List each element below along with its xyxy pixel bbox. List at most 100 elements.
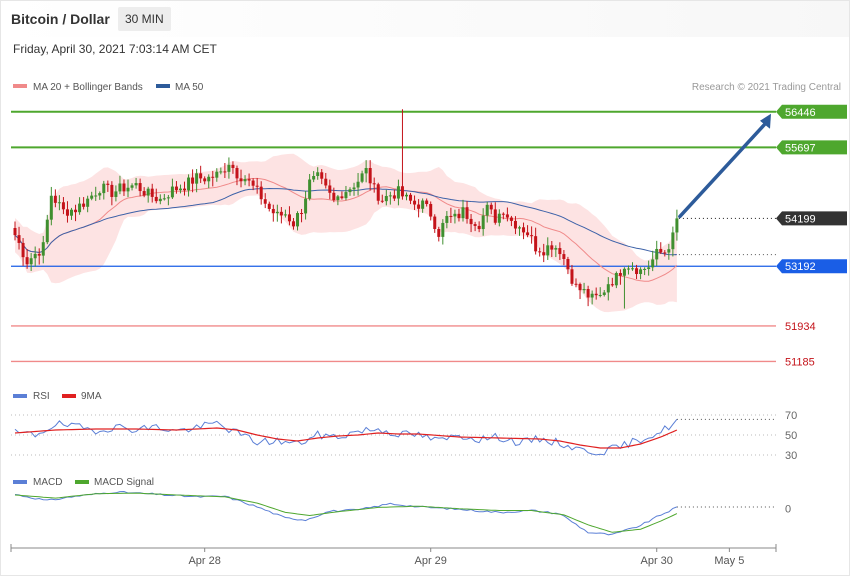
candle-body bbox=[86, 198, 90, 207]
candle-body bbox=[493, 209, 497, 223]
candle-body bbox=[336, 196, 340, 201]
candle-body bbox=[98, 193, 102, 196]
candle-body bbox=[134, 183, 138, 186]
candle-body bbox=[223, 171, 227, 173]
candle-body bbox=[199, 173, 203, 179]
candle-body bbox=[94, 195, 98, 197]
x-tick-label-apr-29: Apr 29 bbox=[414, 555, 446, 567]
candle-body bbox=[348, 189, 352, 193]
candle-body bbox=[594, 293, 598, 296]
candle-body bbox=[647, 267, 651, 269]
rsi-ma-line bbox=[14, 427, 678, 449]
candle-body bbox=[271, 208, 275, 214]
candle-body bbox=[291, 221, 295, 227]
candle-body bbox=[235, 167, 239, 179]
candle-body bbox=[425, 200, 429, 205]
candle-body bbox=[130, 185, 134, 188]
candle-body bbox=[296, 213, 300, 227]
candle-body bbox=[231, 164, 235, 168]
rsi-level-label-70: 70 bbox=[785, 410, 797, 422]
candle-body bbox=[70, 209, 74, 216]
candle-body bbox=[308, 179, 312, 199]
x-tick-label-may-5: May 5 bbox=[714, 555, 744, 567]
candle-body bbox=[122, 183, 126, 192]
main-legend: MA 20 + Bollinger Bands MA 50 Research ©… bbox=[13, 82, 841, 93]
candle-body bbox=[542, 252, 546, 256]
candle-body bbox=[360, 173, 364, 182]
legend-swatch-ma20 bbox=[13, 84, 27, 88]
timeframe-badge[interactable]: 30 MIN bbox=[118, 7, 171, 31]
candle-body bbox=[513, 220, 517, 229]
candle-body bbox=[316, 172, 320, 177]
legend-swatch-rsi bbox=[13, 394, 27, 398]
candle-body bbox=[417, 204, 421, 209]
candle-body bbox=[275, 211, 279, 214]
candle-body bbox=[554, 248, 558, 250]
candle-body bbox=[324, 178, 328, 186]
candle-body bbox=[312, 176, 316, 180]
candle-body bbox=[485, 204, 489, 216]
candle-body bbox=[203, 178, 207, 182]
rsi-level-label-50: 50 bbox=[785, 430, 797, 442]
candle-body bbox=[622, 268, 626, 276]
candle-body bbox=[481, 215, 485, 230]
level-label-51934: 51934 bbox=[785, 321, 816, 333]
candle-body bbox=[437, 229, 441, 237]
candle-body bbox=[82, 203, 86, 207]
candle-body bbox=[352, 187, 356, 190]
candle-body bbox=[400, 186, 404, 197]
rsi-line bbox=[14, 418, 678, 456]
candle-body bbox=[631, 268, 635, 270]
legend-swatch-rsi-ma bbox=[62, 394, 76, 398]
x-tick-label-apr-28: Apr 28 bbox=[188, 555, 220, 567]
candle-body bbox=[239, 178, 243, 182]
candle-body bbox=[562, 254, 566, 259]
candle-body bbox=[142, 191, 146, 196]
candle-body bbox=[138, 183, 142, 192]
candle-body bbox=[558, 248, 562, 255]
candle-body bbox=[13, 227, 17, 236]
candle-body bbox=[602, 292, 606, 295]
candle-body bbox=[166, 197, 170, 199]
candle-body bbox=[21, 242, 25, 258]
candle-body bbox=[300, 213, 304, 215]
candle-body bbox=[618, 273, 622, 276]
candle-body bbox=[651, 259, 655, 268]
candle-body bbox=[191, 177, 195, 184]
candle-body bbox=[110, 184, 114, 197]
candle-body bbox=[509, 217, 513, 221]
ma20-line bbox=[14, 177, 678, 282]
candle-body bbox=[473, 224, 477, 226]
candle-body bbox=[522, 227, 526, 233]
candle-body bbox=[574, 283, 578, 285]
candle-body bbox=[453, 213, 457, 217]
candle-body bbox=[566, 258, 570, 270]
candle-body bbox=[675, 218, 679, 233]
candle-body bbox=[606, 284, 610, 293]
legend-swatch-macd-signal bbox=[75, 480, 89, 484]
candle-body bbox=[320, 172, 324, 179]
price-levels bbox=[11, 110, 776, 363]
candles bbox=[13, 109, 679, 309]
candle-body bbox=[429, 204, 433, 217]
candle-body bbox=[114, 191, 118, 197]
macd-level-label-0: 0 bbox=[785, 504, 791, 516]
legend-label-ma50: MA 50 bbox=[175, 82, 204, 93]
candle-body bbox=[259, 186, 263, 200]
candle-body bbox=[17, 235, 21, 243]
candle-body bbox=[388, 195, 392, 197]
candle-body bbox=[626, 268, 630, 270]
candle-body bbox=[598, 294, 602, 296]
candle-body bbox=[25, 257, 29, 265]
candle-body bbox=[578, 284, 582, 291]
rsi-panel: 70 50 30 bbox=[11, 410, 797, 462]
level-tag-54199 bbox=[776, 211, 847, 226]
candle-body bbox=[328, 185, 332, 193]
candle-body bbox=[465, 207, 469, 219]
candle-body bbox=[671, 232, 675, 250]
candle-body bbox=[162, 198, 166, 200]
candle-body bbox=[267, 203, 271, 209]
legend-swatch-ma50 bbox=[156, 84, 170, 88]
level-labels: 56446 55697 54199 53192 51934 51185 bbox=[776, 104, 847, 368]
candle-body bbox=[570, 269, 574, 284]
